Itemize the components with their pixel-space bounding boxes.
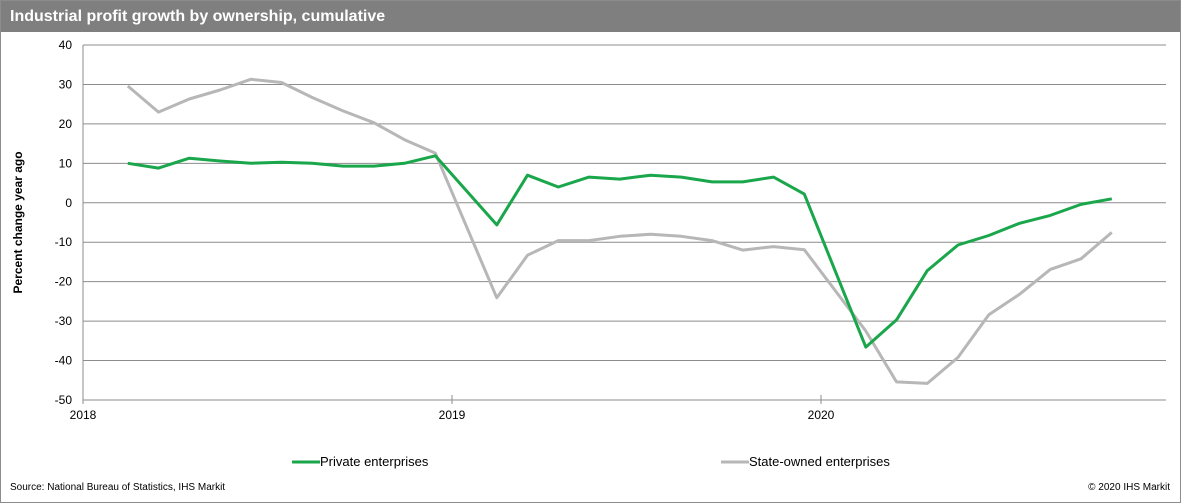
copyright-note: © 2020 IHS Markit [1088, 482, 1170, 493]
y-tick-label: 20 [59, 117, 73, 131]
y-tick-label: 40 [59, 38, 73, 52]
series-lines [126, 77, 1113, 385]
y-axis-label: Percent change year ago [11, 151, 25, 293]
x-tick-label: 2020 [808, 408, 835, 422]
legend-label-0: Private enterprises [320, 454, 429, 469]
x-tick-label: 2018 [70, 408, 97, 422]
source-note: Source: National Bureau of Statistics, I… [10, 482, 226, 493]
legend-label-1: State-owned enterprises [749, 454, 890, 469]
series-line-1 [126, 77, 1113, 385]
chart-title: Industrial profit growth by ownership, c… [1, 1, 1180, 32]
y-tick-label: -20 [55, 275, 73, 289]
gridlines [83, 44, 1166, 401]
y-tick-label: -40 [55, 354, 73, 368]
x-tick-label: 2019 [439, 408, 466, 422]
series-line-0 [127, 154, 1113, 349]
y-tick-label: 30 [59, 77, 73, 91]
y-tick-label: 0 [65, 196, 72, 210]
y-tick-label: -10 [55, 235, 73, 249]
legend: Private enterprises State-owned enterpris… [292, 454, 890, 469]
y-tick-label: -30 [55, 314, 73, 328]
y-tick-label: 10 [59, 156, 73, 170]
y-tick-label: -50 [55, 393, 73, 407]
